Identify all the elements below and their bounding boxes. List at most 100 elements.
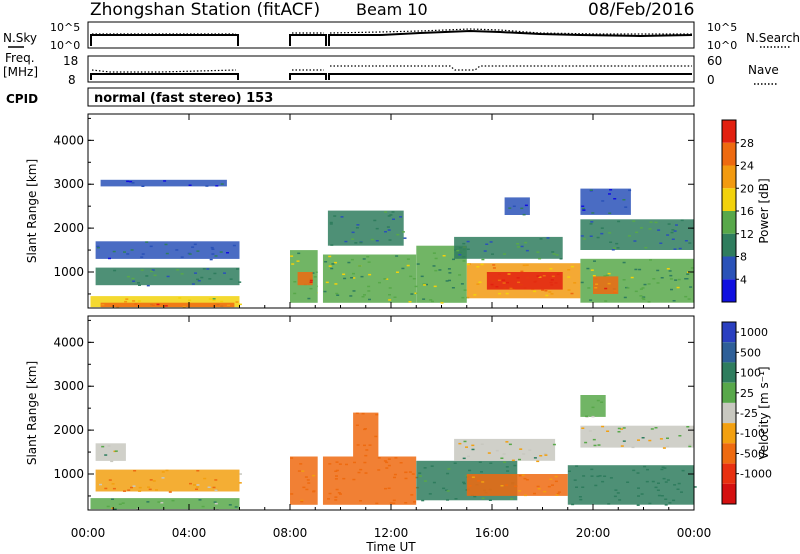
power-speckle <box>657 229 661 231</box>
power-speckle <box>668 270 672 272</box>
power-speckle <box>601 200 605 202</box>
velocity-speckle <box>413 501 416 503</box>
nsearch-label: N.Search <box>746 31 800 45</box>
velocity-speckle <box>114 450 118 452</box>
power-speckle <box>238 281 242 283</box>
velocity-speckle <box>656 489 660 491</box>
velocity-speckle <box>581 427 585 429</box>
velocity-colorbar-block <box>722 463 736 484</box>
power-ytick-label: 3000 <box>53 177 84 191</box>
velocity-speckle <box>596 399 600 402</box>
power-speckle <box>613 291 617 294</box>
power-speckle <box>347 261 351 264</box>
velocity-speckle <box>353 461 356 464</box>
velocity-speckle <box>643 465 647 468</box>
velocity-speckle <box>650 428 654 430</box>
power-colorbar-tick-label: 12 <box>740 228 754 241</box>
power-speckle <box>362 258 366 260</box>
power-speckle <box>214 255 218 257</box>
power-colorbar-block <box>722 142 736 166</box>
power-speckle <box>145 275 149 277</box>
velocity-speckle <box>668 502 672 504</box>
power-speckle <box>329 223 333 225</box>
nave-tick-0: 0 <box>707 73 715 87</box>
power-speckle <box>311 272 315 274</box>
nsky-label: N.Sky <box>3 31 37 45</box>
velocity-speckle <box>106 505 110 508</box>
velocity-speckle <box>622 440 626 442</box>
power-speckle <box>672 300 676 302</box>
power-speckle <box>383 278 387 280</box>
power-speckle <box>367 285 371 288</box>
power-speckle <box>570 265 574 268</box>
power-speckle <box>146 284 150 287</box>
velocity-speckle <box>384 487 387 490</box>
power-speckle <box>188 299 192 301</box>
nsearch-tick-top: 10^5 <box>707 21 737 34</box>
power-colorbar: 4 8 12 16 20 24 28 <box>721 119 754 303</box>
velocity-speckle <box>552 443 556 446</box>
power-speckle <box>354 242 358 244</box>
power-speckle <box>331 263 335 265</box>
power-speckle <box>132 280 136 282</box>
velocity-speckle <box>392 499 396 502</box>
power-speckle <box>366 256 370 258</box>
velocity-speckle <box>543 490 547 493</box>
velocity-speckle <box>465 446 468 448</box>
power-colorbar-block <box>722 211 736 234</box>
velocity-speckle <box>676 488 680 490</box>
power-speckle <box>485 243 489 245</box>
velocity-speckle <box>654 486 658 489</box>
velocity-speckle <box>113 508 117 510</box>
power-speckle <box>315 271 319 273</box>
velocity-speckle <box>495 449 499 452</box>
power-speckle <box>548 291 552 293</box>
power-speckle <box>113 269 117 272</box>
freq-unit-label: [MHz] <box>3 65 38 79</box>
power-speckle <box>386 226 390 228</box>
power-speckle <box>324 261 328 263</box>
velocity-speckle <box>678 435 682 437</box>
velocity-speckle <box>446 472 450 475</box>
freq-panel: Freq. [MHz] 18 8 60 0 Nave <box>3 51 779 87</box>
power-speckle <box>671 229 675 231</box>
power-speckle <box>367 290 371 292</box>
velocity-cell-9 <box>567 465 695 505</box>
velocity-speckle <box>138 490 142 492</box>
velocity-speckle <box>500 485 504 487</box>
velocity-cell-2 <box>95 469 240 492</box>
time-tick-label: 16:00 <box>475 526 510 540</box>
power-colorbar-block <box>722 165 736 189</box>
power-speckle <box>193 243 197 246</box>
power-speckle <box>590 221 594 223</box>
power-speckle <box>132 300 136 302</box>
velocity-speckle <box>168 491 172 493</box>
beam-label: Beam 10 <box>356 0 428 19</box>
velocity-speckle <box>620 428 624 430</box>
velocity-speckle <box>138 486 142 489</box>
velocity-speckle <box>573 479 577 481</box>
power-speckle <box>600 232 604 235</box>
power-cell-2 <box>95 241 240 259</box>
velocity-speckle <box>328 492 332 495</box>
velocity-speckle <box>651 480 655 483</box>
velocity-speckle <box>355 412 359 415</box>
power-speckle <box>351 231 355 234</box>
velocity-speckle <box>648 502 652 505</box>
power-speckle <box>101 304 105 306</box>
power-speckle <box>656 269 660 272</box>
power-speckle <box>125 298 129 300</box>
power-speckle <box>358 265 362 267</box>
velocity-speckle <box>662 447 666 449</box>
power-speckle <box>330 244 334 246</box>
power-speckle <box>212 299 216 301</box>
power-speckle <box>360 275 364 278</box>
power-speckle <box>442 255 446 257</box>
power-speckle <box>123 251 126 253</box>
power-speckle <box>622 199 626 201</box>
power-speckle <box>188 184 192 186</box>
velocity-ylabel: Slant Range [km] <box>25 361 39 465</box>
power-speckle <box>226 252 229 254</box>
velocity-speckle <box>428 493 432 495</box>
power-speckle <box>596 236 600 239</box>
